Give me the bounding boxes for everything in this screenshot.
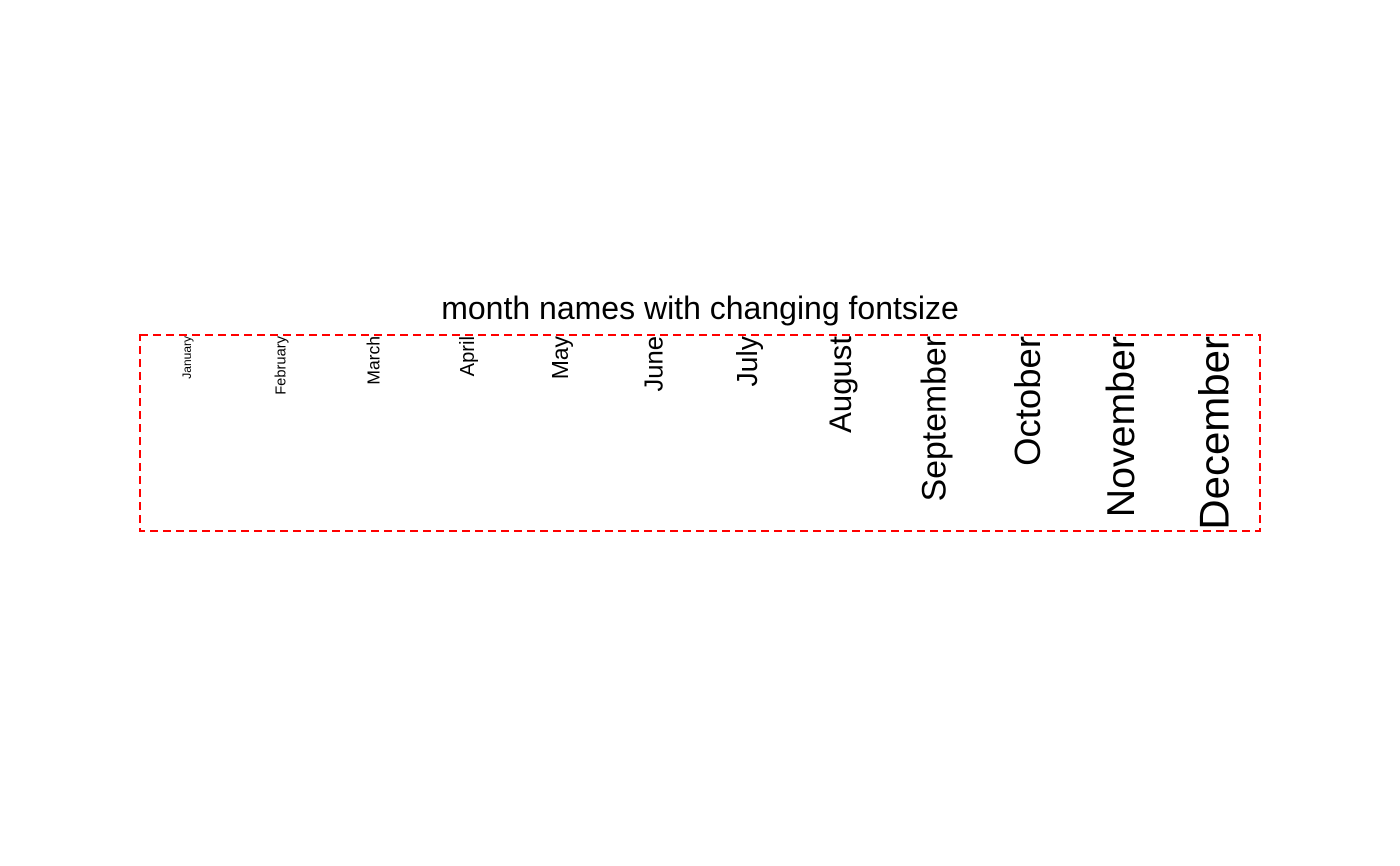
- month-label-december: December: [1191, 336, 1238, 530]
- month-label-july: July: [732, 335, 764, 386]
- dashed-frame: [139, 334, 1261, 532]
- figure-title: month names with changing fontsize: [441, 290, 959, 326]
- month-label-june: June: [641, 336, 669, 392]
- month-label-may: May: [547, 335, 573, 379]
- month-label-november: November: [1099, 336, 1143, 517]
- month-label-january: January: [180, 336, 194, 379]
- month-label-march: March: [364, 336, 384, 385]
- month-label-february: February: [273, 335, 289, 394]
- month-label-october: October: [1007, 336, 1048, 466]
- month-labels: January February March April May June July Augu…: [180, 335, 1238, 530]
- month-label-august: August: [823, 336, 858, 433]
- month-label-april: April: [457, 336, 479, 376]
- month-label-september: September: [916, 336, 954, 501]
